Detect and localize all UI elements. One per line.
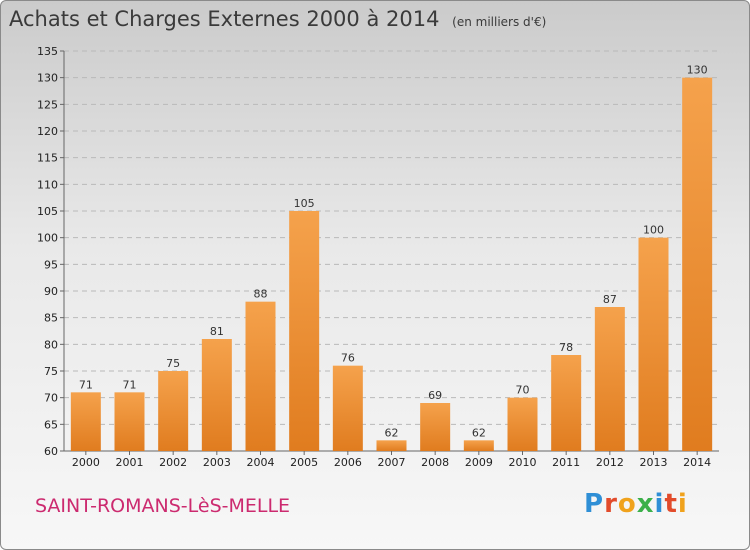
bar-value-label: 130 (687, 64, 708, 77)
bar-2013 (638, 237, 669, 451)
x-tick-label: 2005 (290, 456, 318, 469)
bar-2009 (463, 440, 494, 451)
logo-letter: i (677, 489, 688, 519)
proxiti-logo: Proxiti (584, 489, 688, 519)
chart-subtitle: (en milliers d'€) (452, 15, 547, 29)
bar-2007 (376, 440, 407, 451)
bar-value-label: 87 (603, 293, 617, 306)
y-tick-label: 95 (44, 258, 58, 271)
bar-value-label: 105 (294, 197, 315, 210)
logo-letter: x (636, 489, 655, 519)
data-labels: 71 71 75 81 88 105 76 62 69 62 70 78 87 100 130 (79, 64, 708, 440)
y-tick-label: 105 (37, 205, 58, 218)
y-tick-label: 135 (37, 45, 58, 58)
bar-value-label: 76 (341, 352, 355, 365)
y-tick-label: 60 (44, 445, 58, 458)
y-tick-label: 70 (44, 392, 58, 405)
y-tick-label: 110 (37, 178, 58, 191)
chart-title: Achats et Charges Externes 2000 à 2014 (… (9, 7, 546, 31)
bar-2006 (332, 365, 363, 451)
y-tick-label: 85 (44, 312, 58, 325)
bar-2012 (594, 307, 625, 451)
y-tick-label: 75 (44, 365, 58, 378)
x-tick-label: 2014 (683, 456, 711, 469)
logo-letter: i (654, 489, 665, 519)
x-tick-label: 2006 (334, 456, 362, 469)
x-tick-label: 2003 (203, 456, 231, 469)
y-tick-label: 120 (37, 125, 58, 138)
x-tick-label: 2001 (116, 456, 144, 469)
logo-letter: o (617, 489, 637, 519)
bar-2014 (682, 77, 713, 452)
bar-value-label: 88 (254, 288, 268, 301)
bar-value-label: 100 (643, 224, 664, 237)
bar-2004 (245, 301, 276, 451)
x-tick-labels: 2000 2001 2002 2003 2004 2005 2006 2007 2008 2009… (72, 456, 711, 469)
x-tick-label: 2008 (421, 456, 449, 469)
y-tick-label: 65 (44, 418, 58, 431)
chart-title-text: Achats et Charges Externes 2000 à 2014 (9, 7, 440, 31)
x-tick-label: 2011 (552, 456, 580, 469)
bar-value-label: 62 (472, 426, 486, 439)
bar-2005 (289, 211, 320, 451)
bar-2010 (507, 397, 538, 451)
x-tick-label: 2013 (640, 456, 668, 469)
bar-2003 (201, 339, 232, 451)
x-tick-label: 2004 (247, 456, 275, 469)
bar-2002 (158, 371, 189, 451)
bar-value-label: 75 (166, 357, 180, 370)
bar-2008 (420, 403, 451, 451)
y-tick-label: 80 (44, 338, 58, 351)
bar-2011 (551, 355, 582, 451)
bar-value-label: 69 (428, 389, 442, 402)
commune-name: SAINT-ROMANS-LèS-MELLE (35, 495, 291, 517)
y-tick-label: 130 (37, 72, 58, 85)
bar-value-label: 78 (559, 341, 573, 354)
logo-letter: P (584, 489, 605, 519)
y-tick-label: 115 (37, 152, 58, 165)
y-tick-label: 100 (37, 232, 58, 245)
bar-value-label: 70 (516, 384, 530, 397)
bar-value-label: 81 (210, 325, 224, 338)
logo-letter: t (664, 489, 678, 519)
x-tick-label: 2012 (596, 456, 624, 469)
x-tick-label: 2007 (378, 456, 406, 469)
x-tick-label: 2000 (72, 456, 100, 469)
x-tick-label: 2009 (465, 456, 493, 469)
y-tick-label: 90 (44, 285, 58, 298)
x-tick-label: 2010 (509, 456, 537, 469)
x-tick-label: 2002 (159, 456, 187, 469)
y-tick-labels: 60 65 70 75 80 85 90 95 100 105 110 115 120 125 130 135 (37, 45, 58, 458)
bar-value-label: 62 (385, 426, 399, 439)
bar-2001 (114, 392, 145, 451)
bar-value-label: 71 (123, 378, 137, 391)
bar-2000 (70, 392, 101, 451)
y-tick-label: 125 (37, 98, 58, 111)
logo-letter: r (604, 489, 618, 519)
bars (70, 77, 713, 452)
bar-value-label: 71 (79, 378, 93, 391)
